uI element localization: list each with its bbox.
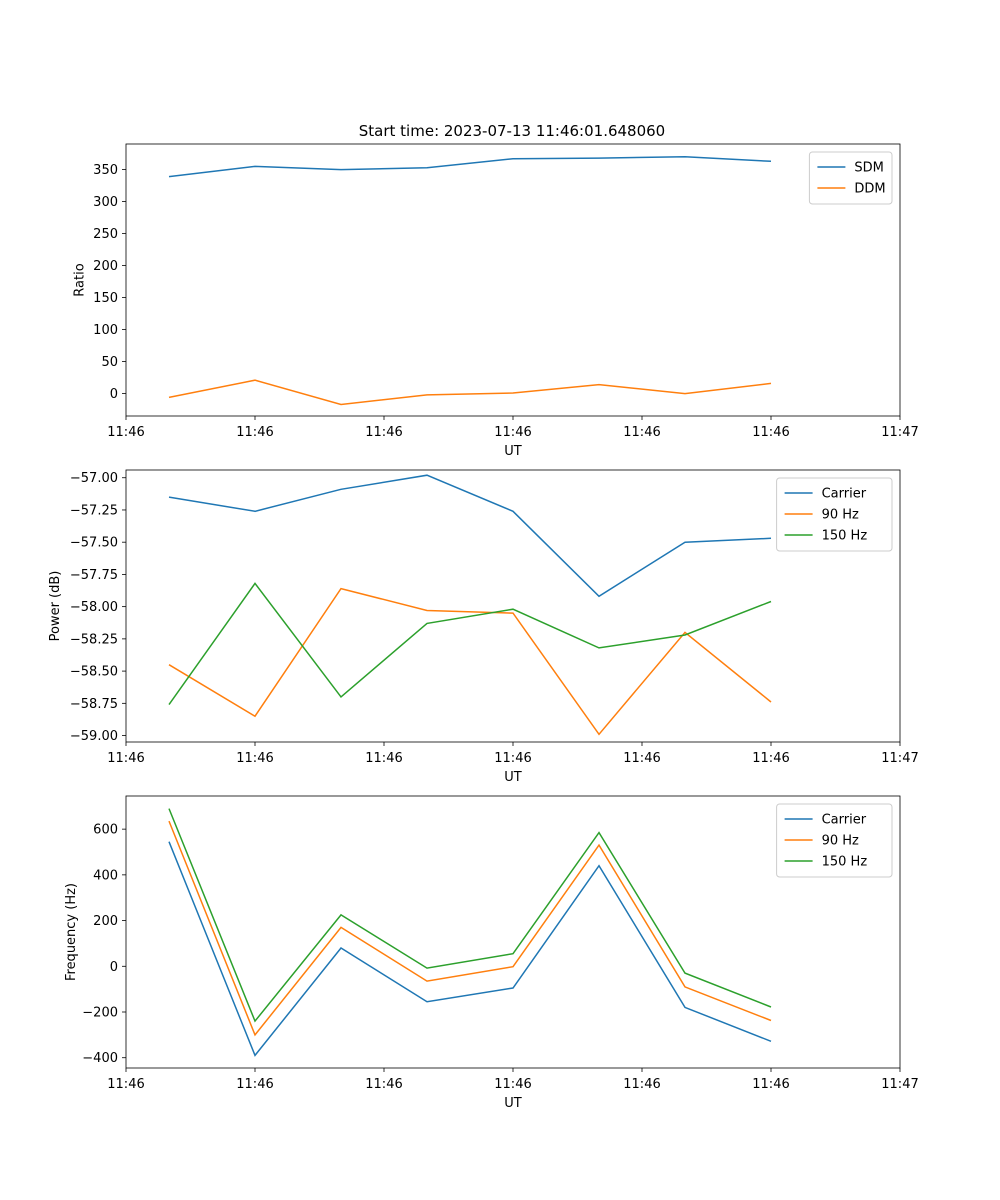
figure-title: Start time: 2023-07-13 11:46:01.648060 bbox=[359, 122, 665, 140]
y-tick-label: 400 bbox=[93, 868, 118, 883]
y-tick-label: 350 bbox=[93, 163, 118, 178]
x-axis-label: UT bbox=[504, 444, 522, 459]
x-tick-label: 11:46 bbox=[365, 1077, 402, 1092]
y-tick-label: −58.25 bbox=[70, 632, 118, 647]
series-line-90-hz bbox=[168, 820, 772, 1037]
chart-panel-3: 11:46 11:46 11:46 11:46 11:46 11:46 11:47 −400 −… bbox=[64, 795, 919, 1111]
y-tick-label: −57.50 bbox=[70, 536, 118, 551]
y-tick-label: 0 bbox=[110, 960, 118, 975]
legend-label: 150 Hz bbox=[822, 529, 868, 544]
chart-panel-1: 11:46 11:46 11:46 11:46 11:46 11:46 11:47 0 50 10… bbox=[72, 143, 919, 459]
y-axis-label: Ratio bbox=[72, 263, 87, 296]
x-tick-label: 11:47 bbox=[881, 751, 918, 766]
legend-label: Carrier bbox=[822, 487, 867, 502]
x-tick-label: 11:46 bbox=[365, 425, 402, 440]
x-tick-label: 11:46 bbox=[236, 1077, 273, 1092]
x-tick-label: 11:47 bbox=[881, 1077, 918, 1092]
y-tick-label: 50 bbox=[101, 355, 118, 370]
legend: Carrier 90 Hz 150 Hz bbox=[776, 803, 893, 878]
x-tick-label: 11:47 bbox=[881, 425, 918, 440]
legend: SDM DDM bbox=[808, 151, 893, 205]
legend-label: 90 Hz bbox=[822, 834, 859, 849]
x-tick-label: 11:46 bbox=[752, 751, 789, 766]
x-tick-label: 11:46 bbox=[752, 1077, 789, 1092]
chart-panel-2: 11:46 11:46 11:46 11:46 11:46 11:46 11:47 −59.0… bbox=[48, 469, 919, 785]
y-tick-label: −57.75 bbox=[70, 568, 118, 583]
legend-box bbox=[776, 477, 893, 552]
legend-label: DDM bbox=[854, 182, 885, 197]
y-tick-label: −57.00 bbox=[70, 471, 118, 486]
x-tick-label: 11:46 bbox=[623, 425, 660, 440]
y-tick-label: −57.25 bbox=[70, 503, 118, 518]
series-line-sdm bbox=[168, 156, 772, 178]
y-tick-label: −58.50 bbox=[70, 665, 118, 680]
legend: Carrier 90 Hz 150 Hz bbox=[776, 477, 893, 552]
legend-label: SDM bbox=[854, 161, 883, 176]
series-line-carrier bbox=[168, 474, 772, 598]
y-tick-label: −58.75 bbox=[70, 697, 118, 712]
y-tick-label: 600 bbox=[93, 823, 118, 838]
y-tick-label: −59.00 bbox=[70, 729, 118, 744]
y-tick-label: 250 bbox=[93, 227, 118, 242]
x-tick-label: 11:46 bbox=[107, 1077, 144, 1092]
x-tick-label: 11:46 bbox=[494, 1077, 531, 1092]
legend-label: 90 Hz bbox=[822, 508, 859, 523]
x-tick-label: 11:46 bbox=[494, 751, 531, 766]
y-tick-label: 150 bbox=[93, 291, 118, 306]
x-axis-label: UT bbox=[504, 1096, 522, 1111]
y-axis-label: Power (dB) bbox=[48, 571, 63, 642]
y-tick-label: 100 bbox=[93, 323, 118, 338]
y-tick-label: 200 bbox=[93, 914, 118, 929]
series-line-ddm bbox=[168, 379, 772, 406]
series-line-carrier bbox=[168, 841, 772, 1057]
legend-box bbox=[776, 803, 893, 878]
y-tick-label: 0 bbox=[110, 387, 118, 402]
series-line-150-hz bbox=[168, 808, 772, 1023]
legend-label: 150 Hz bbox=[822, 855, 868, 870]
x-tick-label: 11:46 bbox=[236, 425, 273, 440]
y-tick-label: −58.00 bbox=[70, 600, 118, 615]
x-tick-label: 11:46 bbox=[623, 751, 660, 766]
y-tick-label: 300 bbox=[93, 195, 118, 210]
y-axis-label: Frequency (Hz) bbox=[64, 883, 79, 981]
x-tick-label: 11:46 bbox=[107, 425, 144, 440]
series-line-90-hz bbox=[168, 587, 772, 736]
y-tick-label: 200 bbox=[93, 259, 118, 274]
x-tick-label: 11:46 bbox=[236, 751, 273, 766]
legend-label: Carrier bbox=[822, 813, 867, 828]
y-tick-label: −400 bbox=[82, 1051, 118, 1066]
x-tick-label: 11:46 bbox=[365, 751, 402, 766]
x-tick-label: 11:46 bbox=[752, 425, 789, 440]
x-tick-label: 11:46 bbox=[494, 425, 531, 440]
x-tick-label: 11:46 bbox=[107, 751, 144, 766]
series-line-150-hz bbox=[168, 582, 772, 706]
x-axis-label: UT bbox=[504, 770, 522, 785]
legend-box bbox=[808, 151, 893, 205]
x-tick-label: 11:46 bbox=[623, 1077, 660, 1092]
y-tick-label: −200 bbox=[82, 1006, 118, 1021]
